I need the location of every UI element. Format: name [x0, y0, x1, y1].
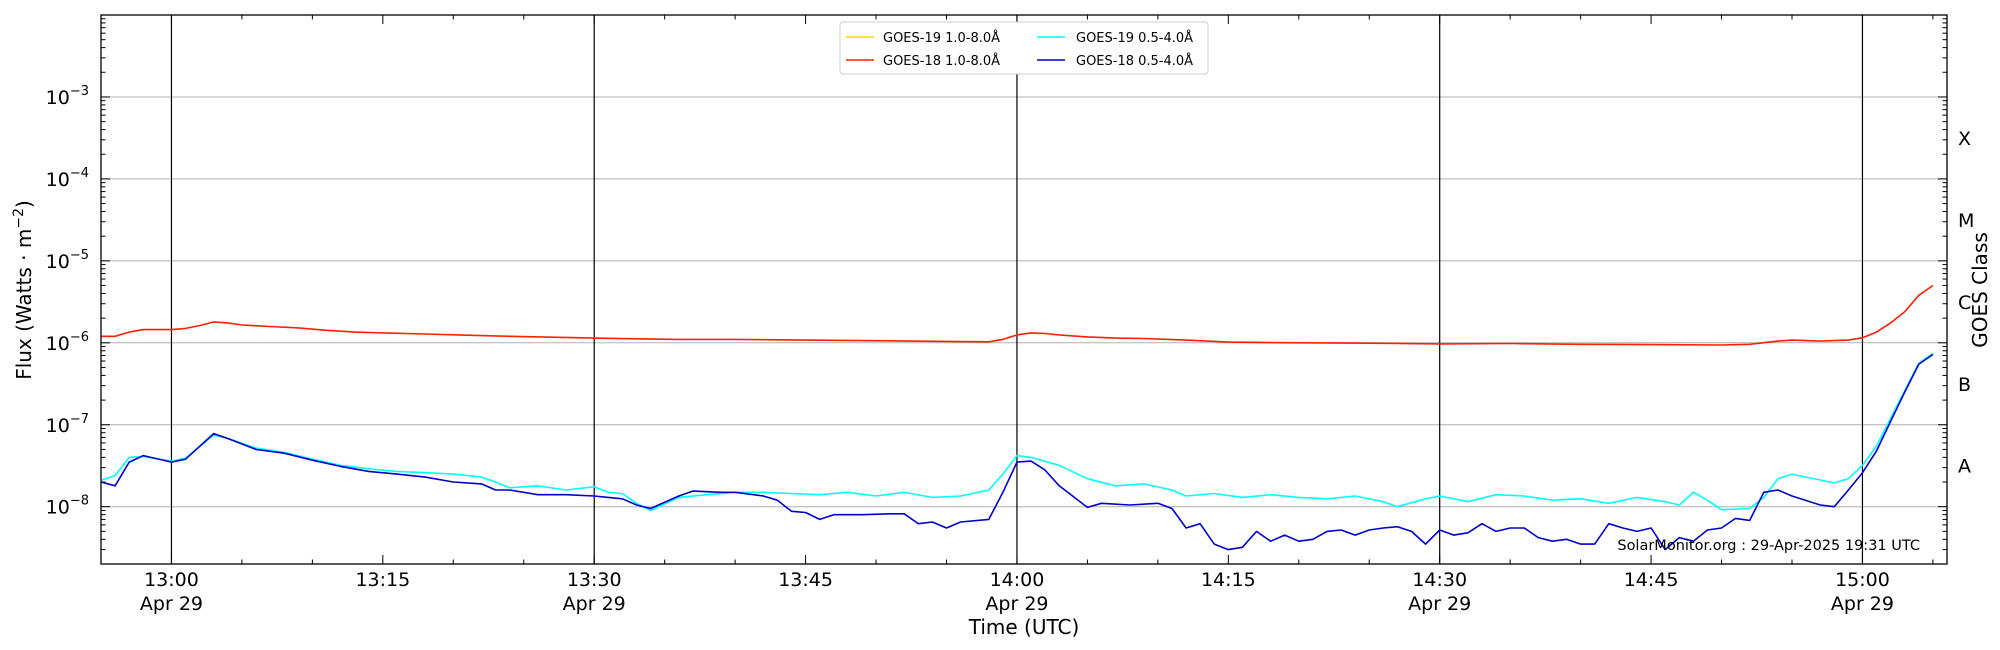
- x-tick-date-label: Apr 29: [1408, 593, 1471, 615]
- goes-class-label: X: [1958, 128, 1971, 150]
- y-axis-title-exp: −2: [11, 208, 27, 229]
- series-line: [100, 352, 1934, 512]
- y-tick-label: 10−6: [46, 330, 89, 355]
- grid-layer: [101, 96, 1947, 508]
- y-tick-label: 10−8: [46, 494, 89, 519]
- credit-text: SolarMonitor.org : 29-Apr-2025 19:31 UTC: [1617, 538, 1920, 554]
- x-tick-label: 13:30: [567, 569, 622, 591]
- x-tick-label: 14:45: [1624, 569, 1679, 591]
- legend-label-goes19-long: GOES-19 1.0-8.0Å: [883, 30, 1000, 46]
- legend-label-goes19-short: GOES-19 0.5-4.0Å: [1076, 30, 1193, 46]
- legend-label-goes18-short: GOES-18 0.5-4.0Å: [1076, 53, 1193, 69]
- tick-layer: [100, 15, 1947, 565]
- goes-class-label: B: [1958, 374, 1971, 396]
- goes-class-label: A: [1958, 456, 1971, 478]
- plot-frame: [100, 14, 1948, 565]
- x-axis-title: Time (UTC): [968, 615, 1080, 639]
- goes-class-label: M: [1958, 210, 1974, 232]
- legend-label-goes18-long: GOES-18 1.0-8.0Å: [883, 53, 1000, 69]
- series-line: [101, 284, 1934, 346]
- x-tick-label: 13:45: [778, 569, 833, 591]
- y-axis-title: Flux (Watts · m−2): [11, 200, 36, 380]
- series-layer: [100, 284, 1934, 551]
- y-axis-title-main: Flux (Watts · m: [12, 229, 36, 380]
- x-tick-label: 13:15: [355, 569, 410, 591]
- y-tick-label: 10−4: [46, 166, 89, 191]
- y-tick-label: 10−5: [46, 248, 89, 273]
- x-tick-label: 14:30: [1412, 569, 1467, 591]
- x-tick-date-label: Apr 29: [985, 593, 1048, 615]
- x-tick-date-label: Apr 29: [140, 593, 203, 615]
- legend-box: [839, 21, 1209, 75]
- goes-class-labels: X M C B A: [1958, 128, 1974, 478]
- x-tick-date-label: Apr 29: [563, 593, 626, 615]
- x-tick-label: 13:00: [144, 569, 199, 591]
- y-axis-title-close: ): [12, 200, 36, 208]
- ytick-labels: 10−3 10−4 10−5 10−6 10−7 10−8: [46, 84, 89, 519]
- goes-class-label: C: [1958, 292, 1971, 314]
- legend: GOES-19 1.0-8.0Å GOES-18 1.0-8.0Å GOES-1…: [839, 21, 1209, 75]
- y-tick-label: 10−7: [46, 412, 89, 437]
- x-tick-label: 15:00: [1835, 569, 1890, 591]
- x-tick-date-label: Apr 29: [1831, 593, 1894, 615]
- y-tick-label: 10−3: [46, 84, 89, 109]
- right-axis-title: GOES Class: [1968, 232, 1992, 348]
- x-tick-label: 14:15: [1201, 569, 1256, 591]
- series-line: [100, 353, 1934, 551]
- x-tick-label: 14:00: [990, 569, 1045, 591]
